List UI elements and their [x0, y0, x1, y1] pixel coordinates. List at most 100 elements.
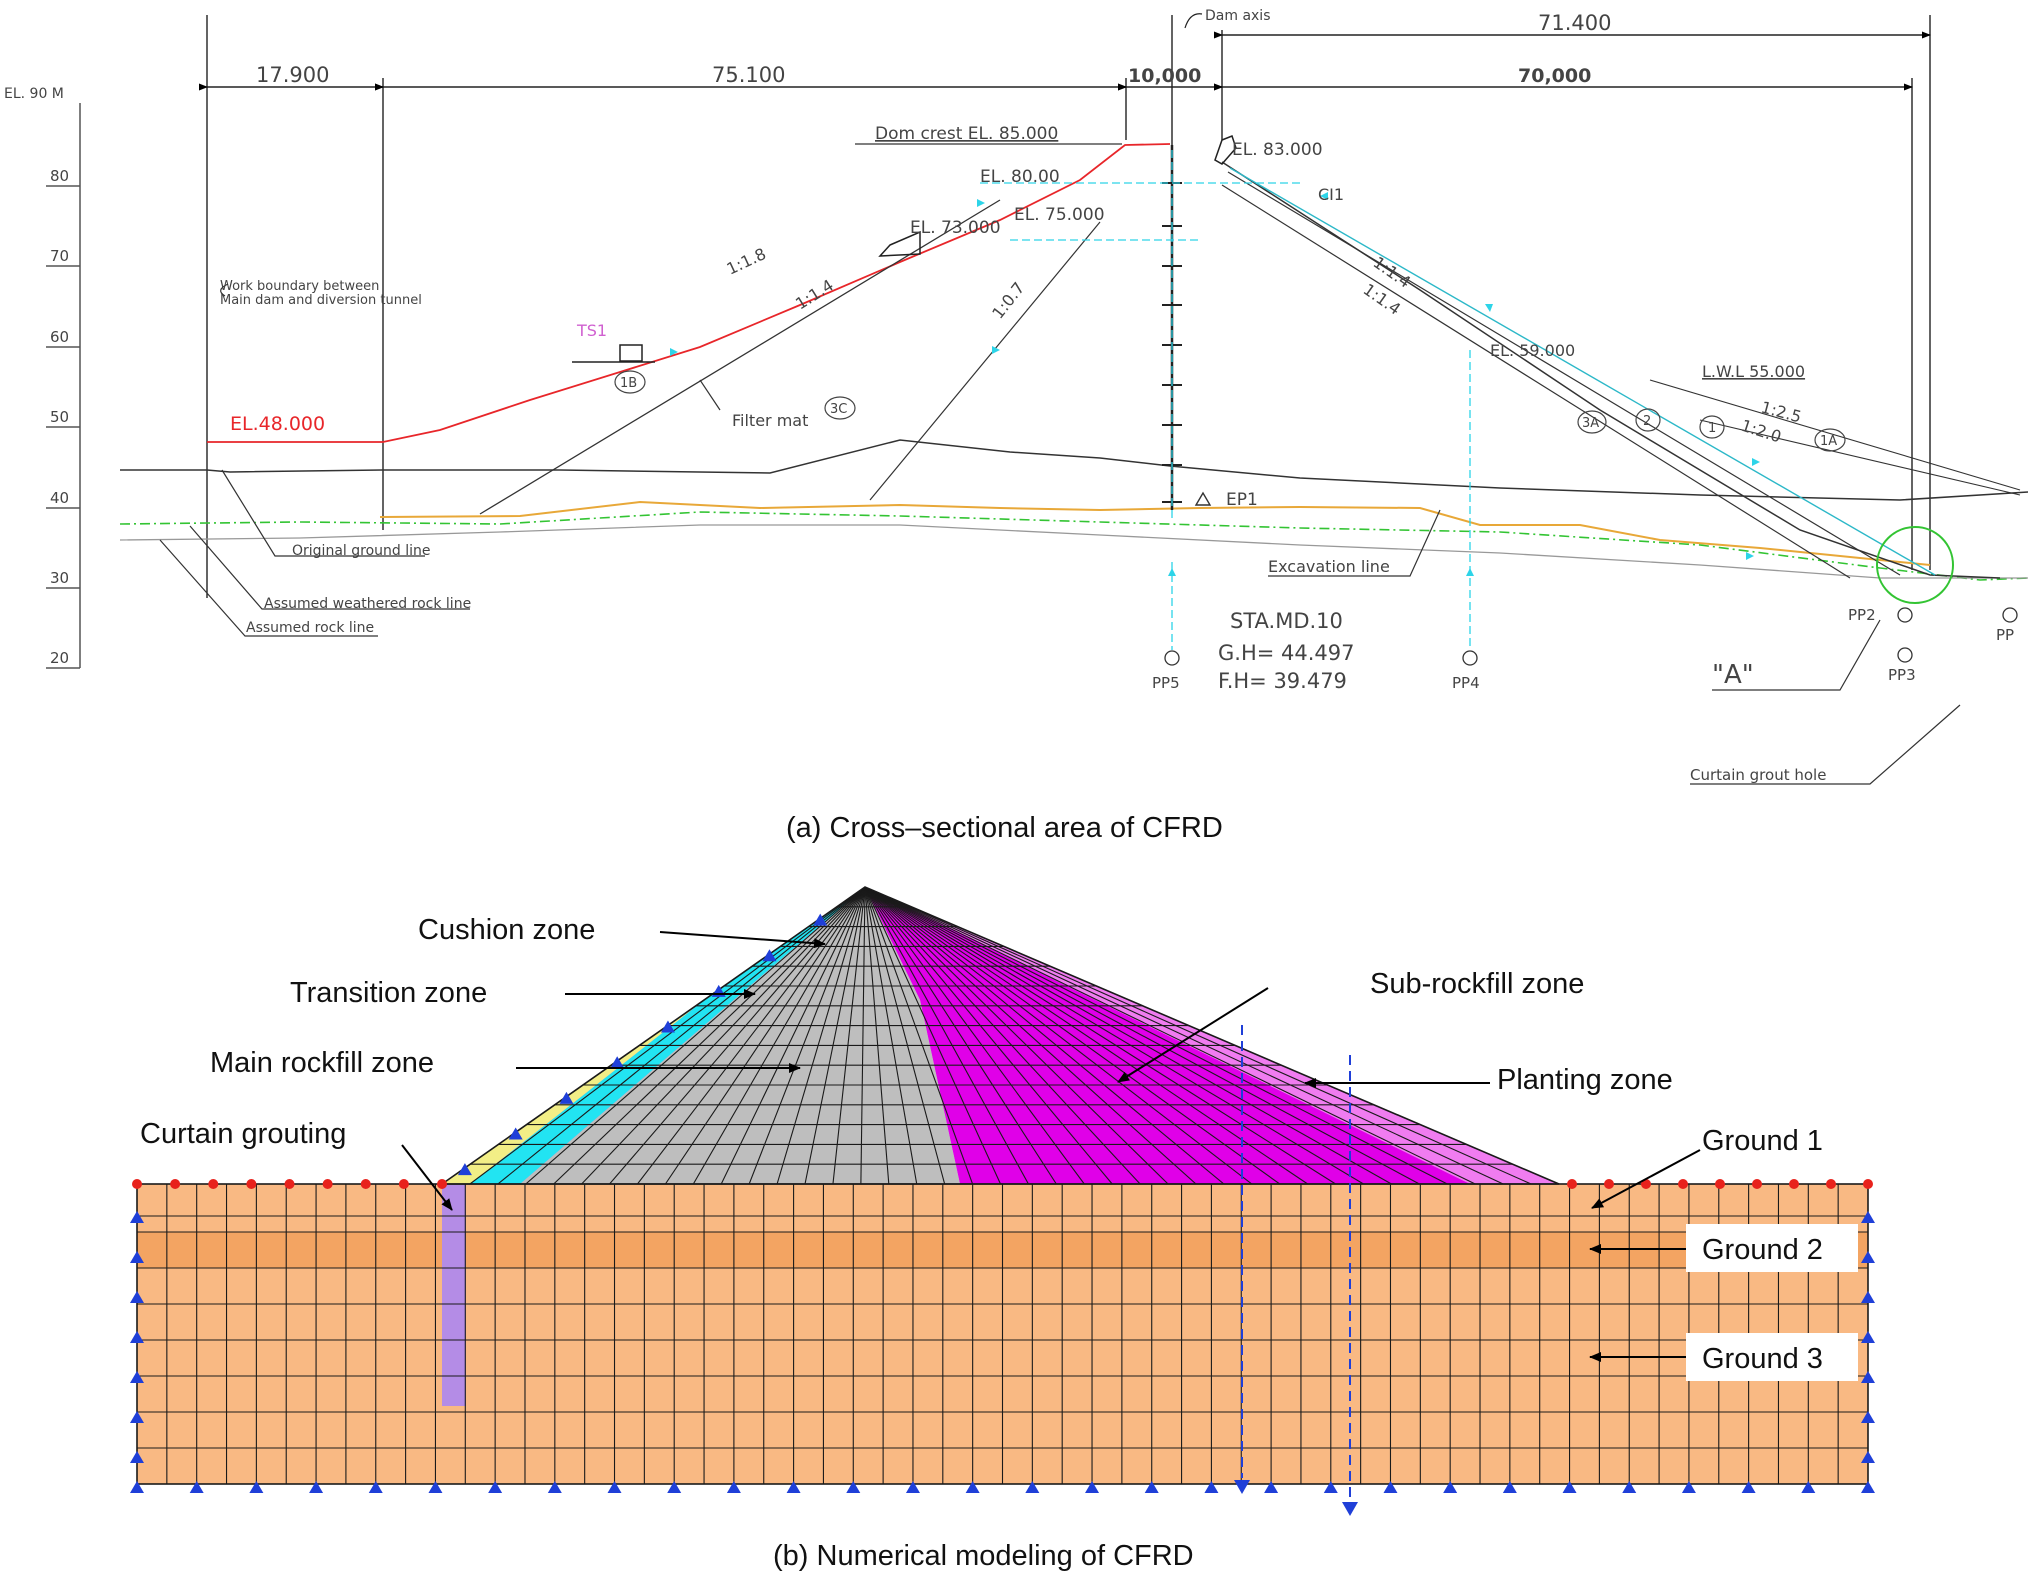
support-triangle [488, 1481, 503, 1493]
level-el75: EL. 75.000 [1014, 205, 1105, 225]
elevation-axis-title: EL. 90 M [4, 86, 64, 102]
support-triangle [1502, 1481, 1517, 1493]
downstream-slope [207, 143, 1171, 443]
mesh-radial-line [864, 887, 1113, 1184]
transition-boundary [1221, 184, 1851, 579]
surface-node [1715, 1179, 1725, 1189]
surface-node [246, 1179, 257, 1189]
mesh-radial-line [832, 887, 866, 1184]
level-el48: EL.48.000 [230, 413, 325, 435]
surface-node [1789, 1179, 1799, 1189]
work-boundary-note-2: Main dam and diversion tunnel [220, 293, 422, 308]
dimension-label: 70,000 [1518, 65, 1591, 87]
filter-mat-label: Filter mat [732, 411, 808, 430]
surface-node [170, 1179, 181, 1189]
support-triangle [130, 1331, 144, 1343]
mesh-radial-line [864, 887, 890, 1184]
pp3-label: PP3 [1888, 666, 1916, 684]
mesh-radial-line [864, 887, 1197, 1184]
mesh-radial-line [864, 887, 1308, 1184]
panel-a-leaders [159, 143, 1961, 785]
support-triangle [846, 1481, 861, 1493]
zone-3c-label: 3C [830, 402, 847, 417]
mesh-radial-line [864, 887, 1476, 1184]
support-triangle [1861, 1211, 1875, 1223]
elevation-tick: 80 [50, 167, 69, 185]
surface-node [398, 1179, 409, 1189]
surface-node [1752, 1179, 1762, 1189]
mesh-radial-line [860, 887, 866, 1184]
support-triangle [965, 1481, 980, 1493]
original-ground-line [120, 439, 2028, 501]
ep1-label: EP1 [1226, 490, 1258, 510]
level-el83: EL. 83.000 [1232, 140, 1323, 160]
ci1-label: CI1 [1318, 185, 1344, 204]
mesh-radial-line [497, 887, 866, 1184]
monitoring-arrow [1234, 1480, 1250, 1494]
support-triangle [1025, 1481, 1040, 1493]
level-el80: EL. 80.00 [980, 167, 1060, 187]
surface-node [284, 1179, 295, 1189]
dam-axis-leader [1184, 13, 1203, 29]
fh-label: F.H= 39.479 [1218, 669, 1347, 693]
support-triangle [428, 1481, 443, 1493]
support-triangle [130, 1211, 144, 1223]
mesh-radial-line [864, 887, 1504, 1184]
support-triangle [130, 1451, 144, 1463]
ts1-label: TS1 [576, 321, 607, 340]
gh-label: G.H= 44.497 [1218, 641, 1355, 665]
upstream-fill-line [1699, 419, 2021, 496]
mesh-radial-line [525, 887, 866, 1184]
weathered-rock-line [119, 511, 2028, 581]
slope-label: 1:1.4 [792, 276, 837, 314]
support-triangle [762, 949, 777, 962]
ground-2-label: Ground 2 [1702, 1234, 1823, 1266]
mesh-radial-line [864, 887, 1448, 1184]
surface-node [1826, 1179, 1836, 1189]
curtain-grouting-label: Curtain grouting [140, 1118, 346, 1150]
callout-arrows [401, 931, 1701, 1362]
surface-node [208, 1179, 219, 1189]
instrument-lines [980, 150, 1471, 650]
boundary-supports [130, 913, 1875, 1493]
support-triangle [1443, 1481, 1458, 1493]
support-triangle [457, 1163, 472, 1176]
upstream-face [1221, 161, 2001, 579]
support-triangle [1562, 1481, 1577, 1493]
mesh-radial-line [864, 887, 946, 1184]
mesh-radial-line [864, 887, 1141, 1184]
support-triangle [1861, 1331, 1875, 1343]
curtain-hole-label: Curtain grout hole [1690, 766, 1826, 784]
support-triangle [1861, 1291, 1875, 1303]
ep1-marker [1194, 491, 1212, 506]
piezometers [1164, 607, 2018, 666]
mesh-radial-line [692, 887, 866, 1184]
elevation-tick: 30 [50, 569, 69, 587]
pp-label: PP [1996, 626, 2014, 644]
surface-node [1641, 1179, 1651, 1189]
mesh-radial-line [864, 887, 974, 1184]
pp2-label: PP2 [1848, 606, 1876, 624]
detail-a-circle [1876, 526, 1954, 604]
surface-node [360, 1179, 371, 1189]
support-triangle [1861, 1481, 1875, 1493]
zone-2-label: 2 [1643, 414, 1651, 429]
embankment-zones [442, 887, 1559, 1184]
mesh-radial-line [864, 887, 1364, 1184]
excavation-line [379, 500, 1931, 566]
main-rockfill-zone-label: Main rockfill zone [210, 1047, 434, 1079]
support-triangle [1861, 1451, 1875, 1463]
surface-nodes [132, 1179, 1873, 1189]
cushion-zone-label: Cushion zone [418, 914, 595, 946]
mesh-radial-line [864, 887, 1085, 1184]
planting-zone-label: Planting zone [1497, 1064, 1673, 1096]
detail-a-label: "A" [1712, 660, 1754, 690]
mesh-radial-line [864, 887, 918, 1184]
ts1-box [619, 344, 643, 362]
weathered-rock-label: Assumed weathered rock line [264, 596, 471, 612]
support-triangle [905, 1481, 920, 1493]
internal-slope-1-1.4 [479, 199, 1001, 515]
elevation-axis [46, 103, 81, 669]
support-triangle [610, 1056, 625, 1069]
